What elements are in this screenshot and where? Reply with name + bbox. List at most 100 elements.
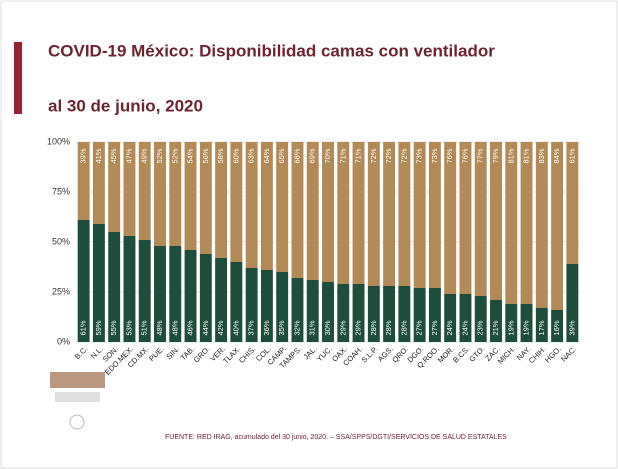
bar-segment — [505, 304, 518, 342]
value-label: 29% — [354, 320, 363, 335]
bar-segment — [413, 142, 426, 288]
bar-segment — [459, 142, 472, 294]
bar-segment — [474, 296, 487, 342]
value-label: 68% — [292, 148, 301, 163]
value-label: 32% — [292, 320, 301, 335]
bar-segment — [551, 142, 564, 310]
chart-title: COVID-19 México: Disponibilidad camas co… — [48, 41, 495, 60]
value-label: 40% — [231, 320, 240, 335]
value-label: 81% — [522, 148, 531, 163]
bar-segment — [154, 142, 166, 246]
bar-segment — [92, 224, 105, 342]
bar-segment — [199, 254, 212, 342]
value-label: 24% — [445, 320, 454, 335]
bar-segment — [459, 294, 472, 342]
value-label: 48% — [155, 320, 164, 335]
value-label: 27% — [430, 320, 439, 335]
bar-segment — [184, 250, 197, 342]
value-label: 60% — [231, 148, 240, 163]
value-label: 51% — [140, 320, 149, 335]
bar-segment — [520, 304, 533, 342]
bar-segment — [367, 142, 380, 286]
bar-segment — [199, 142, 212, 254]
y-tick-label: 25% — [52, 286, 70, 296]
bar-segment — [108, 232, 121, 342]
value-label: 63% — [247, 148, 256, 163]
value-label: 16% — [552, 320, 561, 335]
value-label: 47% — [124, 148, 133, 163]
bar-segment — [444, 294, 457, 342]
bar-segment — [291, 142, 304, 278]
bar-segment — [230, 262, 243, 342]
value-label: 52% — [155, 148, 164, 163]
bar-segment — [474, 142, 487, 296]
bar-segment — [551, 310, 564, 342]
bar-segment — [444, 142, 457, 294]
value-label: 24% — [460, 320, 469, 335]
bar-segment — [428, 288, 441, 342]
bar-segment — [383, 286, 396, 342]
value-label: 55% — [109, 320, 118, 335]
value-label: 72% — [369, 148, 378, 163]
bar-segment — [352, 284, 365, 342]
bar-segment — [490, 142, 502, 300]
bar-segment — [123, 236, 136, 342]
bar-segment — [154, 246, 166, 342]
bar-segment — [260, 270, 273, 342]
bar-segment — [428, 142, 441, 288]
value-label: 53% — [124, 320, 133, 335]
value-label: 73% — [430, 148, 439, 163]
value-label: 36% — [262, 320, 271, 335]
value-label: 84% — [552, 148, 561, 163]
value-label: 23% — [476, 320, 485, 335]
bar-segment — [413, 288, 426, 342]
value-label: 58% — [216, 148, 225, 163]
bar-segment — [535, 308, 548, 342]
bar-segment — [566, 264, 579, 342]
bar-segment — [215, 142, 228, 258]
bar-segment — [383, 142, 396, 286]
bar-segment — [230, 142, 243, 262]
value-label: 59% — [94, 320, 103, 335]
value-label: 72% — [384, 148, 393, 163]
value-label: 77% — [476, 148, 485, 163]
source-note: FUENTE: RED IRAG, acumulado del 30 junio… — [165, 434, 507, 441]
bar-segment — [245, 142, 258, 268]
bar-segment — [306, 142, 319, 280]
bar-segment — [108, 142, 121, 232]
value-label: 76% — [445, 148, 454, 163]
value-label: 69% — [308, 148, 317, 163]
value-label: 21% — [491, 320, 500, 335]
chart-subtitle: al 30 de junio, 2020 — [48, 96, 203, 115]
value-label: 31% — [308, 320, 317, 335]
value-label: 39% — [79, 148, 88, 163]
value-label: 46% — [186, 320, 195, 335]
value-label: 28% — [384, 320, 393, 335]
bar-segment — [123, 142, 136, 236]
bar-segment — [138, 240, 151, 342]
bar-segment — [398, 142, 411, 286]
bar-segment — [322, 282, 334, 342]
bar-segment — [490, 300, 502, 342]
value-label: 19% — [506, 320, 515, 335]
value-label: 54% — [186, 148, 195, 163]
y-tick-label: 75% — [52, 186, 70, 196]
bar-segment — [276, 142, 289, 272]
value-label: 27% — [415, 320, 424, 335]
value-label: 35% — [277, 320, 286, 335]
value-label: 17% — [537, 320, 546, 335]
value-label: 28% — [399, 320, 408, 335]
value-label: 61% — [567, 148, 576, 163]
bar-segment — [92, 142, 105, 224]
value-label: 42% — [216, 320, 225, 335]
value-label: 83% — [537, 148, 546, 163]
value-label: 28% — [369, 320, 378, 335]
value-label: 79% — [491, 148, 500, 163]
bar-segment — [322, 142, 334, 282]
bar-segment — [566, 142, 579, 264]
value-label: 73% — [415, 148, 424, 163]
bar-segment — [306, 280, 319, 342]
accent-bar — [14, 42, 22, 114]
value-label: 30% — [323, 320, 332, 335]
